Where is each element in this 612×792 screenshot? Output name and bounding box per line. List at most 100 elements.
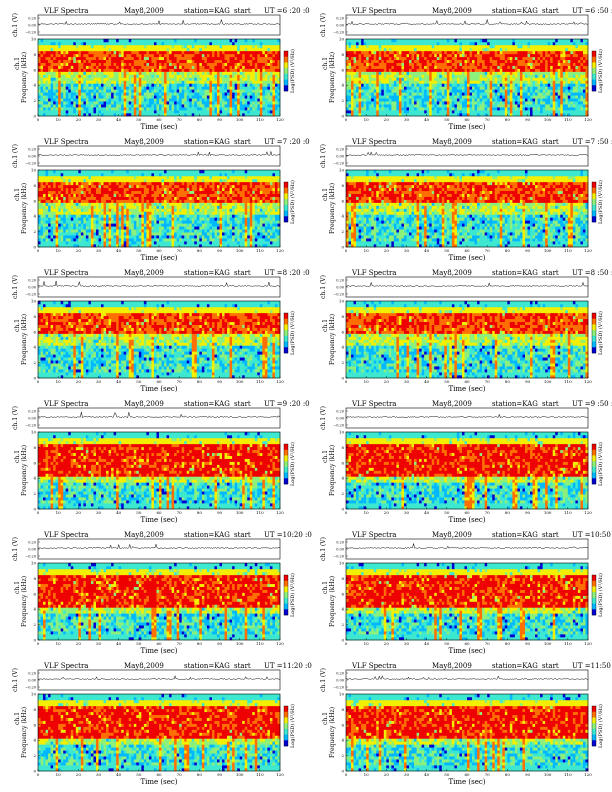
spectrogram-cell [504, 80, 508, 84]
spectrogram-cell [489, 47, 493, 52]
spectrogram-cell [406, 39, 410, 43]
spectrogram-cell [252, 101, 256, 105]
spectrogram-cell [252, 110, 256, 114]
spectrogram-cell [48, 95, 51, 99]
spectrogram-cell [113, 92, 117, 96]
spectrogram-cell [45, 56, 49, 61]
spectrogram-cell [199, 77, 203, 81]
spectrogram-cell [351, 86, 354, 90]
spectrogram-cell [151, 83, 155, 87]
spectrogram-cell [426, 110, 430, 114]
spectrogram-cell [504, 56, 508, 61]
spectrogram-cell [535, 44, 538, 49]
spectrogram-cell [484, 47, 488, 52]
spectrogram-cell [126, 47, 130, 52]
spectrogram-cell [517, 107, 521, 111]
spectrogram-cell [449, 71, 453, 75]
spectrogram-cell [38, 44, 41, 49]
spectrogram-cell [499, 39, 503, 43]
spectrogram-cell [181, 86, 185, 90]
spectrogram-cell [229, 83, 233, 87]
spectrogram-cell [393, 110, 397, 114]
spectrogram-cell [269, 83, 273, 87]
spectrogram-cell [378, 92, 382, 96]
spectrogram-cell [211, 95, 215, 99]
spectrogram-cell [184, 107, 188, 111]
spectrogram-cell [274, 101, 278, 105]
spectrogram-cell [101, 62, 104, 66]
spectrogram-cell [514, 95, 518, 99]
spectrogram-cell [381, 77, 385, 81]
spectrogram-cell [562, 44, 566, 49]
spectrogram-cell [211, 62, 215, 66]
spectrogram-cell [434, 47, 438, 52]
spectrogram-cell [126, 113, 130, 117]
spectrogram-cell [527, 98, 531, 102]
spectrogram-cell [159, 56, 162, 61]
spectrogram-cell [361, 41, 364, 46]
spectrogram-cell [201, 39, 205, 43]
spectrogram-cell [111, 44, 114, 49]
spectrogram-cell [98, 110, 102, 114]
spectrogram-cell [55, 83, 59, 87]
spectrogram-cell [95, 101, 99, 105]
spectrogram-cell [121, 65, 125, 69]
spectrogram-cell [191, 68, 195, 72]
spectrogram-cell [222, 47, 225, 52]
spectrogram-cell [60, 59, 64, 63]
spectrogram-cell [38, 47, 41, 52]
spectrogram-cell [199, 95, 203, 99]
spectrogram-cell [522, 77, 526, 81]
spectrogram-cell [93, 107, 97, 111]
spectrogram-cell [504, 41, 508, 46]
spectrogram-cell [166, 80, 170, 84]
waveform-trace [37, 18, 281, 25]
spectrogram-cell [83, 110, 87, 114]
spectrogram-cell [449, 50, 453, 55]
spectrogram-cell [456, 77, 460, 81]
spectrogram-cell [401, 104, 405, 108]
spectrogram-cell [113, 74, 117, 78]
spectrogram-cell [366, 80, 369, 84]
spectrogram-cell [181, 107, 185, 111]
strip-tick-label: −0.20 [333, 31, 344, 35]
spectrogram-cell [126, 44, 130, 49]
spectrogram-cell [128, 104, 132, 108]
spectrogram-cell [146, 62, 150, 66]
spectrogram-cell [184, 86, 188, 90]
spectrogram-cell [211, 39, 215, 43]
spectrogram-cell [363, 41, 367, 46]
y-tick-label: 0 [33, 114, 36, 119]
spectrogram-cell [50, 83, 54, 87]
spectrogram-cell [477, 104, 480, 108]
spectrogram-cell [153, 47, 157, 52]
spectrogram-cell [131, 53, 135, 58]
spectrogram-cell [174, 110, 177, 114]
spectrogram-cell [497, 86, 501, 90]
spectrogram-cell [507, 113, 511, 117]
spectrogram-cell [409, 92, 412, 96]
spectrogram-cell [118, 68, 122, 72]
spectrogram-cell [353, 95, 357, 99]
spectrogram-cell [570, 89, 574, 93]
spectrogram-cell [424, 101, 427, 105]
spectrogram-cell [234, 41, 238, 46]
spectrogram-cell [204, 50, 208, 55]
spectrogram-cell [542, 110, 546, 114]
spectrogram-cell [560, 95, 564, 99]
spectrogram-cell [199, 50, 203, 55]
spectrogram-cell [346, 59, 349, 63]
spectrogram-cell [512, 89, 516, 93]
spectrogram-cell [118, 80, 122, 84]
spectrogram-cell [421, 98, 425, 102]
spectrogram-cell [73, 56, 77, 61]
spectrogram-cell [63, 86, 67, 90]
spectrogram-cell [391, 101, 395, 105]
spectrogram-cell [497, 44, 501, 49]
spectrogram-cell [469, 110, 473, 114]
spectrogram-cell [487, 74, 490, 78]
spectrogram-cell [406, 92, 410, 96]
spectrogram-cell [176, 47, 180, 52]
spectrogram-cell [504, 68, 508, 72]
spectrogram-cell [73, 104, 77, 108]
